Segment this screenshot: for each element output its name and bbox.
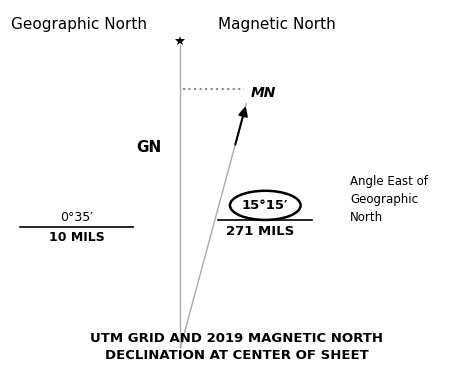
Text: MN: MN (251, 86, 276, 100)
Text: 0°35′: 0°35′ (60, 211, 93, 224)
Text: GN: GN (137, 139, 162, 155)
Text: Angle East of
Geographic
North: Angle East of Geographic North (350, 175, 428, 224)
Text: 10 MILS: 10 MILS (49, 231, 105, 244)
Text: UTM GRID AND 2019 MAGNETIC NORTH
DECLINATION AT CENTER OF SHEET: UTM GRID AND 2019 MAGNETIC NORTH DECLINA… (91, 332, 383, 362)
Text: 271 MILS: 271 MILS (227, 225, 295, 239)
Text: 15°15′: 15°15′ (242, 199, 289, 212)
Text: Geographic North: Geographic North (11, 17, 147, 32)
Ellipse shape (230, 191, 301, 220)
Text: Magnetic North: Magnetic North (218, 17, 336, 32)
